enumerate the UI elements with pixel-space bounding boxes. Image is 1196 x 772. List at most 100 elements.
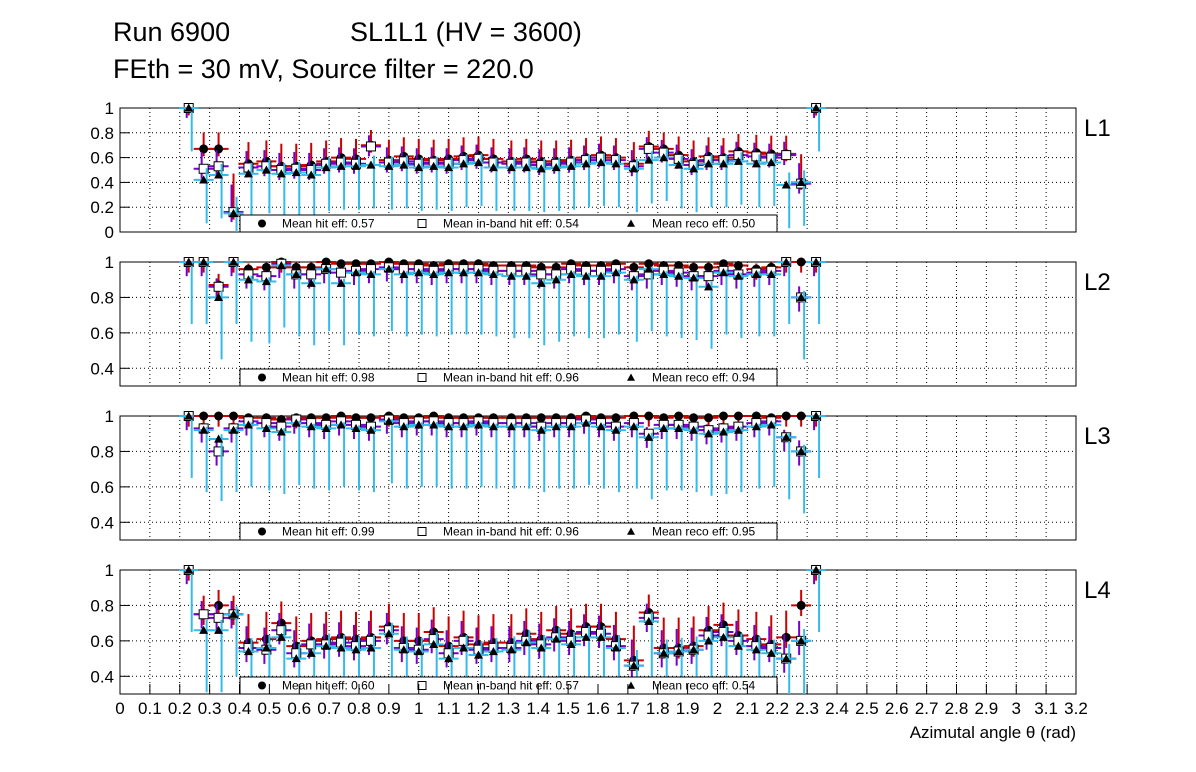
x-tick-label: 2.2 — [765, 699, 789, 718]
hit-eff-point — [366, 413, 376, 423]
inband-eff-point — [198, 163, 209, 174]
reco-eff-point — [704, 636, 714, 645]
reco-eff-point — [581, 159, 591, 168]
reco-eff-point — [429, 269, 439, 278]
y-tick-label: 0.8 — [90, 442, 114, 461]
hit-eff-point — [611, 413, 621, 423]
reco-eff-point — [214, 292, 224, 302]
reco-eff-point — [506, 163, 516, 172]
hit-eff-point — [644, 411, 654, 421]
reco-eff-point — [336, 643, 346, 652]
legend: Mean hit eff: 0.99 Mean in-band hit eff: … — [239, 522, 778, 541]
y-tick-label: 0.4 — [90, 667, 114, 686]
reco-eff-point — [674, 271, 684, 280]
reco-eff-point — [351, 645, 361, 654]
reco-eff-point — [551, 422, 561, 431]
x-tick-label: 3 — [1012, 699, 1021, 718]
x-tick-label: 1.3 — [497, 699, 521, 718]
reco-eff-point — [536, 164, 546, 173]
reco-eff-point — [551, 163, 561, 172]
reco-eff-point — [521, 271, 531, 280]
reco-eff-point — [336, 161, 346, 170]
x-tick-label: 0.2 — [168, 699, 192, 718]
reco-eff-point — [629, 422, 639, 431]
panel-l3: 0.4 0.6 0.8 1 L3 Mean hit eff: 0.99 Mean in-ba… — [90, 407, 1111, 541]
hit-eff-point — [336, 259, 346, 269]
x-tick-label: 2 — [713, 699, 722, 718]
legend-frame — [239, 522, 778, 541]
hit-eff-point — [704, 262, 714, 272]
inband-eff-point — [198, 609, 209, 620]
reco-eff-point — [733, 271, 743, 280]
reco-eff-point — [429, 161, 439, 170]
chamber-label: SL1L1 (HV = 3600) — [350, 17, 582, 47]
reco-eff-point — [384, 161, 394, 170]
hit-eff-point — [704, 413, 714, 423]
reco-eff-point — [766, 158, 776, 167]
reco-eff-point — [629, 164, 639, 173]
reco-eff-point — [414, 163, 424, 172]
x-tick-label: 2.5 — [855, 699, 879, 718]
reco-eff-point — [336, 420, 346, 429]
reco-eff-point — [261, 276, 271, 286]
legend-hit-marker — [258, 373, 266, 382]
inband-eff-point — [703, 271, 714, 282]
legend-inband-label: Mean in-band hit eff: 0.96 — [443, 525, 579, 539]
reco-eff-point — [399, 269, 409, 278]
hit-eff-point — [261, 262, 271, 272]
legend-reco-label: Mean reco eff: 0.54 — [652, 679, 756, 693]
x-tick-label: 0.9 — [377, 699, 401, 718]
hit-eff-point — [629, 262, 639, 272]
inband-eff-point — [536, 269, 547, 280]
reco-eff-point — [459, 268, 469, 277]
reco-eff-point — [781, 180, 791, 189]
x-tick-label: 3.2 — [1064, 699, 1088, 718]
reco-eff-point — [596, 158, 606, 167]
panel-label: L1 — [1084, 115, 1111, 142]
reco-eff-point — [184, 257, 194, 266]
reco-eff-point — [321, 641, 331, 650]
reco-eff-point — [718, 159, 728, 168]
legend-inband-marker — [417, 681, 427, 690]
reco-eff-point — [751, 645, 761, 654]
reco-eff-point — [704, 159, 714, 168]
reco-eff-point — [751, 422, 761, 431]
reco-eff-point — [184, 411, 194, 420]
reco-eff-point — [659, 269, 669, 278]
reco-eff-point — [474, 158, 483, 167]
panel-l1: 0 0.2 0.4 0.6 0.8 1 L1 Mean hit eff: 0.57 Mean i… — [90, 99, 1110, 242]
hit-eff-point — [536, 413, 546, 423]
reco-eff-point — [596, 632, 606, 641]
reco-eff-point — [351, 268, 361, 277]
hit-eff-point — [781, 632, 791, 642]
reco-eff-point — [566, 269, 576, 278]
hit-eff-point — [796, 257, 806, 267]
reco-eff-point — [488, 269, 498, 278]
reco-eff-point — [689, 273, 699, 282]
reco-eff-point — [243, 275, 253, 284]
hit-eff-point — [733, 411, 743, 421]
x-tick-label: 1.6 — [586, 699, 610, 718]
x-tick-label: 0 — [115, 699, 124, 718]
x-tick-label: 2.7 — [915, 699, 939, 718]
y-tick-label: 0.6 — [90, 478, 114, 497]
x-tick-label: 3.1 — [1034, 699, 1058, 718]
reco-eff-point — [261, 423, 271, 432]
reco-eff-point — [444, 268, 454, 277]
reco-eff-point — [384, 264, 394, 273]
legend-inband-label: Mean in-band hit eff: 0.96 — [443, 371, 579, 385]
reco-eff-point — [644, 155, 654, 164]
reco-eff-point — [384, 416, 394, 425]
reco-eff-point — [229, 425, 239, 434]
reco-eff-point — [199, 175, 209, 184]
legend-inband-marker — [417, 373, 427, 382]
reco-eff-point — [399, 422, 409, 431]
reco-eff-point — [229, 208, 239, 217]
reco-eff-point — [214, 625, 224, 634]
reco-eff-point — [291, 418, 301, 427]
reco-eff-point — [184, 565, 194, 574]
hit-eff-point — [644, 259, 654, 269]
reco-eff-point — [474, 268, 483, 277]
reco-eff-point — [459, 422, 469, 431]
legend-reco-marker — [627, 219, 635, 227]
